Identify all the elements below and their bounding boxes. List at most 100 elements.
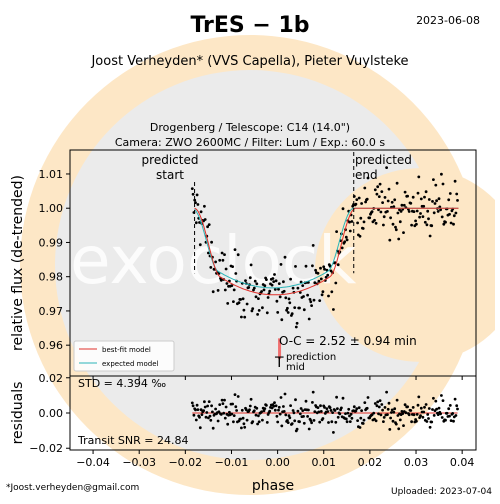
residual-data-point (388, 428, 392, 431)
residual-y-tick-label: 0.02 (39, 372, 64, 385)
residual-data-point (352, 405, 356, 409)
residual-data-point (240, 408, 244, 412)
residual-data-point (298, 420, 301, 424)
residual-data-point (330, 420, 334, 424)
flux-data-point (311, 244, 315, 247)
exoclock-watermark: exoclock (20, 35, 495, 495)
flux-data-point (359, 216, 363, 220)
flux-data-point (345, 238, 349, 242)
flux-data-point (307, 317, 311, 321)
residual-data-point (243, 425, 247, 429)
flux-data-point (244, 279, 247, 282)
residual-data-point (220, 398, 224, 402)
residual-data-point (205, 411, 209, 414)
residual-data-point (403, 403, 407, 407)
residual-data-point (335, 395, 338, 399)
residual-data-point (444, 418, 447, 422)
main-plot-axes: 0.96 0.97 0.98 0.99 1.00 1.01 (39, 152, 463, 380)
flux-data-point (219, 278, 223, 282)
oc-marker-bar (278, 338, 282, 359)
residual-data-point (203, 400, 206, 404)
residual-data-point (311, 390, 315, 394)
flux-data-point (355, 198, 359, 202)
residual-data-point (434, 399, 438, 403)
flux-data-point (366, 176, 370, 180)
residual-data-point (440, 416, 444, 419)
x-tick-label: 0.02 (358, 456, 383, 469)
residual-data-point (321, 417, 325, 420)
observers-line: Joost Verheyden* (VVS Capella), Pieter V… (90, 54, 408, 69)
flux-data-point (310, 304, 313, 307)
flux-data-point (207, 251, 210, 255)
flux-data-point (415, 209, 419, 213)
flux-data-point (271, 277, 275, 280)
flux-data-point (377, 208, 380, 212)
residual-data-point (224, 405, 228, 409)
residual-data-point (306, 415, 309, 418)
flux-data-point (206, 225, 210, 229)
flux-data-point (221, 258, 225, 262)
residual-data-point (282, 405, 285, 408)
residual-data-point (236, 395, 240, 398)
residual-data-point (275, 414, 279, 418)
residual-data-point (366, 396, 370, 399)
residual-data-point (341, 396, 345, 400)
residual-data-point (195, 403, 199, 407)
residual-data-point (327, 421, 330, 424)
residual-data-point (199, 408, 203, 412)
flux-data-point (207, 223, 211, 227)
watermark-text: exoclock (70, 222, 357, 299)
flux-data-point (298, 291, 302, 294)
flux-data-point (410, 223, 413, 227)
legend-box (73, 340, 175, 372)
residual-data-point (299, 407, 303, 410)
residual-data-point (428, 425, 432, 429)
flux-data-point (336, 263, 340, 267)
residual-data-point (400, 410, 404, 413)
residual-data-point (210, 404, 214, 408)
residual-data-point (359, 416, 363, 420)
residual-data-point (318, 420, 322, 424)
residual-data-point (435, 407, 438, 411)
residual-data-point (331, 411, 334, 414)
flux-data-point (233, 248, 237, 252)
residual-data-point (391, 419, 395, 423)
residual-data-point (223, 398, 226, 402)
flux-data-point (253, 279, 257, 283)
main-y-tick-label: 0.96 (39, 339, 64, 352)
flux-data-point (223, 253, 226, 256)
flux-data-point (377, 195, 381, 199)
flux-data-point (275, 299, 279, 303)
residual-data-point (312, 419, 316, 422)
flux-data-point (306, 293, 309, 297)
residual-data-point (421, 415, 425, 419)
flux-data-point (444, 220, 447, 224)
flux-data-point (277, 282, 281, 285)
flux-data-point (224, 267, 228, 271)
contact-footnote: *Joost.verheyden@gmail.com (6, 483, 139, 493)
residual-data-point (222, 411, 226, 415)
flux-data-point (361, 227, 365, 230)
flux-data-point (437, 197, 441, 201)
residual-data-point (211, 410, 214, 414)
residual-data-point (280, 424, 284, 428)
residual-data-point (439, 412, 442, 416)
flux-data-point (323, 267, 326, 271)
residual-data-point (416, 403, 420, 407)
flux-data-point (399, 210, 403, 213)
residual-data-point (307, 408, 310, 412)
residual-data-point (372, 411, 376, 415)
residual-data-point (268, 409, 272, 413)
flux-data-point (341, 207, 345, 211)
flux-data-point (283, 255, 287, 259)
flux-data-point (230, 284, 234, 287)
residual-data-point (387, 401, 391, 405)
residual-data-point (244, 408, 248, 412)
residual-data-point (357, 406, 361, 410)
flux-data-point (313, 281, 317, 285)
flux-data-point (455, 192, 459, 196)
residual-data-point (254, 413, 258, 417)
flux-data-point (262, 288, 266, 292)
flux-data-point (220, 251, 224, 255)
residual-data-point (209, 418, 213, 422)
